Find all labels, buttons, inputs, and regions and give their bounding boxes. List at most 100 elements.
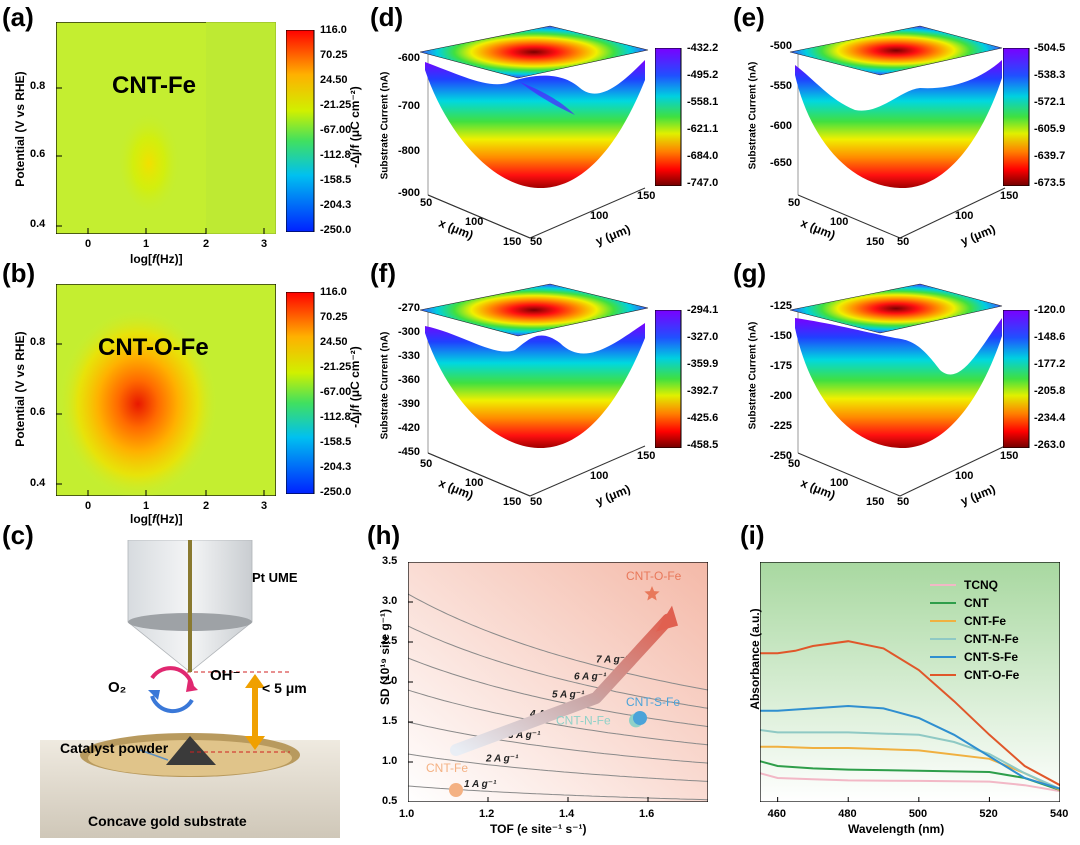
legend-item: CNT-S-Fe: [930, 648, 1019, 666]
colorbar-tick: -558.1: [687, 96, 719, 108]
xytick: 100: [465, 216, 484, 228]
point-label: CNT-S-Fe: [626, 695, 680, 709]
xytick: 150: [1000, 450, 1019, 462]
colorbar-tick: -425.6: [687, 412, 719, 424]
iso-label: 5 A g⁻¹: [552, 689, 585, 700]
catalyst-cone: [166, 736, 216, 765]
colorbar-tick: -572.1: [1034, 96, 1066, 108]
ztick: -420: [398, 422, 421, 434]
ztick: -125: [770, 300, 793, 312]
ztick: -600: [398, 52, 421, 64]
legend-item: CNT-N-Fe: [930, 630, 1019, 648]
ytick: 0.6: [30, 148, 46, 160]
surface-top-plane: [419, 25, 649, 79]
ztick: -150: [770, 330, 793, 342]
xytick: 50: [788, 458, 801, 470]
iso-curve: [408, 593, 708, 691]
colorbar-tick: 24.50: [320, 74, 348, 86]
iso-label: 1 A g⁻¹: [464, 779, 497, 790]
colorbar-tick: -234.4: [1034, 412, 1066, 424]
xtick: 1.2: [479, 808, 495, 820]
ztick: -600: [770, 120, 793, 132]
colorbar-tick: -673.5: [1034, 177, 1066, 189]
colorbar-tick: -684.0: [687, 150, 719, 162]
panel-label-e: (e): [733, 2, 765, 32]
point-label: CNT-Fe: [426, 761, 468, 775]
xtick: 480: [838, 808, 857, 820]
point-CNT-S-Fe: [633, 711, 647, 725]
xtick: 460: [767, 808, 786, 820]
legend-label: CNT-O-Fe: [964, 668, 1020, 682]
ztick: -270: [398, 302, 421, 314]
xytick: 150: [637, 450, 656, 462]
xytick: 50: [420, 197, 433, 209]
legend-swatch: [930, 638, 956, 640]
cycle-arrow-bottom: [150, 695, 194, 714]
panel-label-f: (f): [370, 258, 396, 288]
colorbar-tick: 24.50: [320, 336, 348, 348]
surface-e-plot: [789, 25, 1006, 239]
colorbar-tick: -67.00: [320, 124, 352, 136]
colorbar-tick: -458.5: [687, 439, 719, 451]
chart-i-xlabel: Wavelength (nm): [848, 822, 945, 836]
sample-label-b: CNT-O-Fe: [98, 334, 209, 361]
colorbar-tick: -294.1: [687, 304, 719, 316]
ytick: 1.0: [382, 755, 398, 767]
colorbar-tick: 70.25: [320, 49, 348, 61]
xytick: 50: [897, 496, 910, 508]
ztick: -650: [770, 157, 793, 169]
point-label: CNT-O-Fe: [626, 569, 682, 583]
heatmap-b-plot: [56, 284, 276, 496]
label-gap: < 5 μm: [262, 680, 307, 696]
ztick: -800: [398, 145, 421, 157]
heatmap-b-hotspot: [58, 309, 218, 496]
colorbar-tick: -158.5: [320, 436, 352, 448]
ztick: -390: [398, 398, 421, 410]
surface-top-plane: [789, 25, 1003, 76]
legend-swatch: [930, 602, 956, 604]
series-CNT-O-Fe: [760, 640, 1060, 787]
xytick: 100: [955, 210, 974, 222]
surface-bowl: [425, 323, 645, 449]
iso-label: 2 A g⁻¹: [485, 753, 519, 764]
colorbar-tick: -148.6: [1034, 331, 1066, 343]
heatmap-b-ylabel: Potential (V vs RHE): [13, 331, 27, 447]
colorbar-tick: -158.5: [320, 174, 352, 186]
xtick: 3: [261, 500, 268, 512]
surface-bowl: [425, 60, 645, 189]
cycle-arrow-top: [150, 666, 194, 687]
chart-h-xlabel: TOF (e site⁻¹ s⁻¹): [490, 822, 587, 836]
colorbar-tick: -112.8: [320, 411, 351, 423]
legend-label: CNT-S-Fe: [964, 650, 1018, 664]
series-TCNQ: [760, 772, 1060, 793]
panel-label-d: (d): [370, 2, 404, 32]
chart-i-plot: [760, 562, 1060, 802]
iso-curve: [408, 657, 708, 728]
label-o2: O₂: [108, 679, 127, 696]
colorbar-tick: 116.0: [320, 286, 347, 298]
ytick: 0.8: [30, 80, 46, 92]
label-substrate: Concave gold substrate: [88, 813, 247, 829]
iso-curve: [408, 721, 708, 764]
ytick: 0.4: [30, 218, 46, 230]
xytick: 100: [955, 470, 974, 482]
xytick: 50: [530, 496, 543, 508]
colorbar-tick: 116.0: [320, 24, 347, 36]
ytick: 0.6: [30, 406, 46, 418]
colorbar-tick: -538.3: [1034, 69, 1066, 81]
surface-d-plot: [419, 25, 649, 239]
ytick: 1.5: [382, 715, 398, 727]
heatmap-a-xlabel: log[f(Hz)]: [130, 252, 183, 266]
colorbar-f: [655, 310, 682, 448]
heatmap-a-ylabel: Potential (V vs RHE): [13, 71, 27, 187]
ztick: -450: [398, 446, 421, 458]
colorbar-g: [1003, 310, 1030, 448]
ztick: -330: [398, 350, 421, 362]
colorbar-tick: -747.0: [687, 177, 719, 189]
point-label: CNT-N-Fe: [556, 713, 611, 727]
xytick: 50: [530, 236, 543, 248]
chart-i-ylabel: Absorbance (a.u.): [748, 608, 762, 710]
colorbar-tick: 70.25: [320, 311, 348, 323]
xtick: 1.6: [639, 808, 655, 820]
xytick: 50: [788, 197, 801, 209]
